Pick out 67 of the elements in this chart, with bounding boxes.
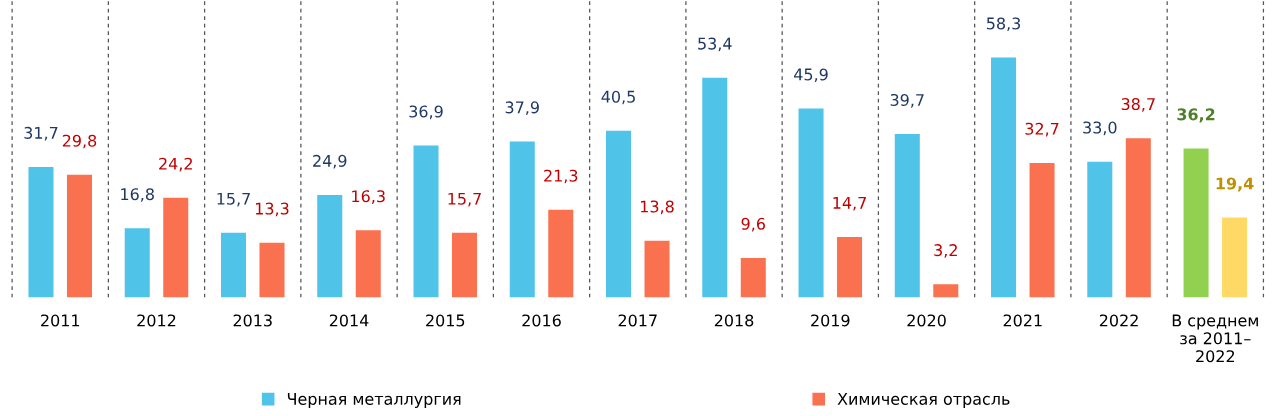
bar xyxy=(220,232,247,298)
bar xyxy=(413,145,439,298)
bar xyxy=(991,57,1017,298)
bar xyxy=(355,230,381,298)
x-tick-label: 2016 xyxy=(522,314,561,327)
data-label: 39,7 xyxy=(890,93,924,108)
x-tick-label: 2020 xyxy=(907,314,946,327)
data-label: 29,8 xyxy=(62,134,97,149)
x-tick-label: 2022 xyxy=(1099,314,1138,327)
data-label: 36,2 xyxy=(1177,108,1215,123)
x-tick-label: 2013 xyxy=(233,314,272,327)
bar xyxy=(163,197,189,298)
bar xyxy=(28,167,54,298)
x-tick-label: 2014 xyxy=(329,314,369,327)
data-label: 24,2 xyxy=(159,157,192,172)
bar xyxy=(1029,162,1055,298)
bar xyxy=(740,257,766,298)
data-label: 58,3 xyxy=(987,17,1021,32)
data-label: 38,7 xyxy=(1121,98,1155,112)
data-label: 53,4 xyxy=(698,37,732,52)
data-label: 9,6 xyxy=(741,217,765,232)
data-label: 32,7 xyxy=(1025,122,1059,137)
data-label: 33,0 xyxy=(1083,121,1117,136)
bar xyxy=(452,232,478,298)
x-tick-label: 2015 xyxy=(426,314,465,327)
data-label: 36,9 xyxy=(409,105,443,120)
bar xyxy=(124,228,150,298)
bar xyxy=(317,194,343,298)
bar xyxy=(1222,217,1248,298)
bar xyxy=(933,284,959,298)
bar xyxy=(66,174,92,298)
data-label: 15,7 xyxy=(217,192,250,207)
x-tick-label: 2019 xyxy=(811,314,850,327)
data-label: 15,7 xyxy=(448,192,481,207)
bar xyxy=(702,77,728,298)
data-label: 31,7 xyxy=(24,126,58,141)
x-tick-label: 2021 xyxy=(1003,314,1042,327)
data-label: 21,3 xyxy=(544,169,578,184)
bar xyxy=(509,141,535,298)
x-tick-label: 2018 xyxy=(714,314,754,327)
x-tick-label: 2017 xyxy=(618,314,657,327)
data-label: 24,9 xyxy=(313,154,347,169)
x-tick-label: 2011 xyxy=(41,314,80,327)
data-label: 14,7 xyxy=(833,196,866,211)
data-label: 3,2 xyxy=(934,244,957,258)
bar xyxy=(798,108,824,298)
bar xyxy=(894,134,920,298)
bar xyxy=(1183,148,1209,298)
data-label: 13,8 xyxy=(641,200,674,215)
data-label: 16,8 xyxy=(121,188,154,202)
data-label: 19,4 xyxy=(1216,177,1254,192)
legend-label: Черная металлургия xyxy=(287,393,461,409)
data-label: 40,5 xyxy=(601,90,635,105)
data-label: 16,3 xyxy=(352,190,385,204)
bar xyxy=(1125,138,1151,298)
data-label: 13,3 xyxy=(255,202,289,217)
data-label: 45,9 xyxy=(794,68,828,83)
bar xyxy=(644,240,670,298)
bar xyxy=(837,236,863,298)
x-tick-label: 2012 xyxy=(137,314,176,327)
bar xyxy=(259,242,285,298)
bar xyxy=(548,209,574,298)
x-tick-label: В среднем за 2011– 2022 xyxy=(1172,314,1258,363)
bar xyxy=(1087,161,1113,298)
bar xyxy=(606,130,632,298)
legend-label: Химическая отрасль xyxy=(837,393,1010,409)
data-label: 37,9 xyxy=(505,101,539,116)
